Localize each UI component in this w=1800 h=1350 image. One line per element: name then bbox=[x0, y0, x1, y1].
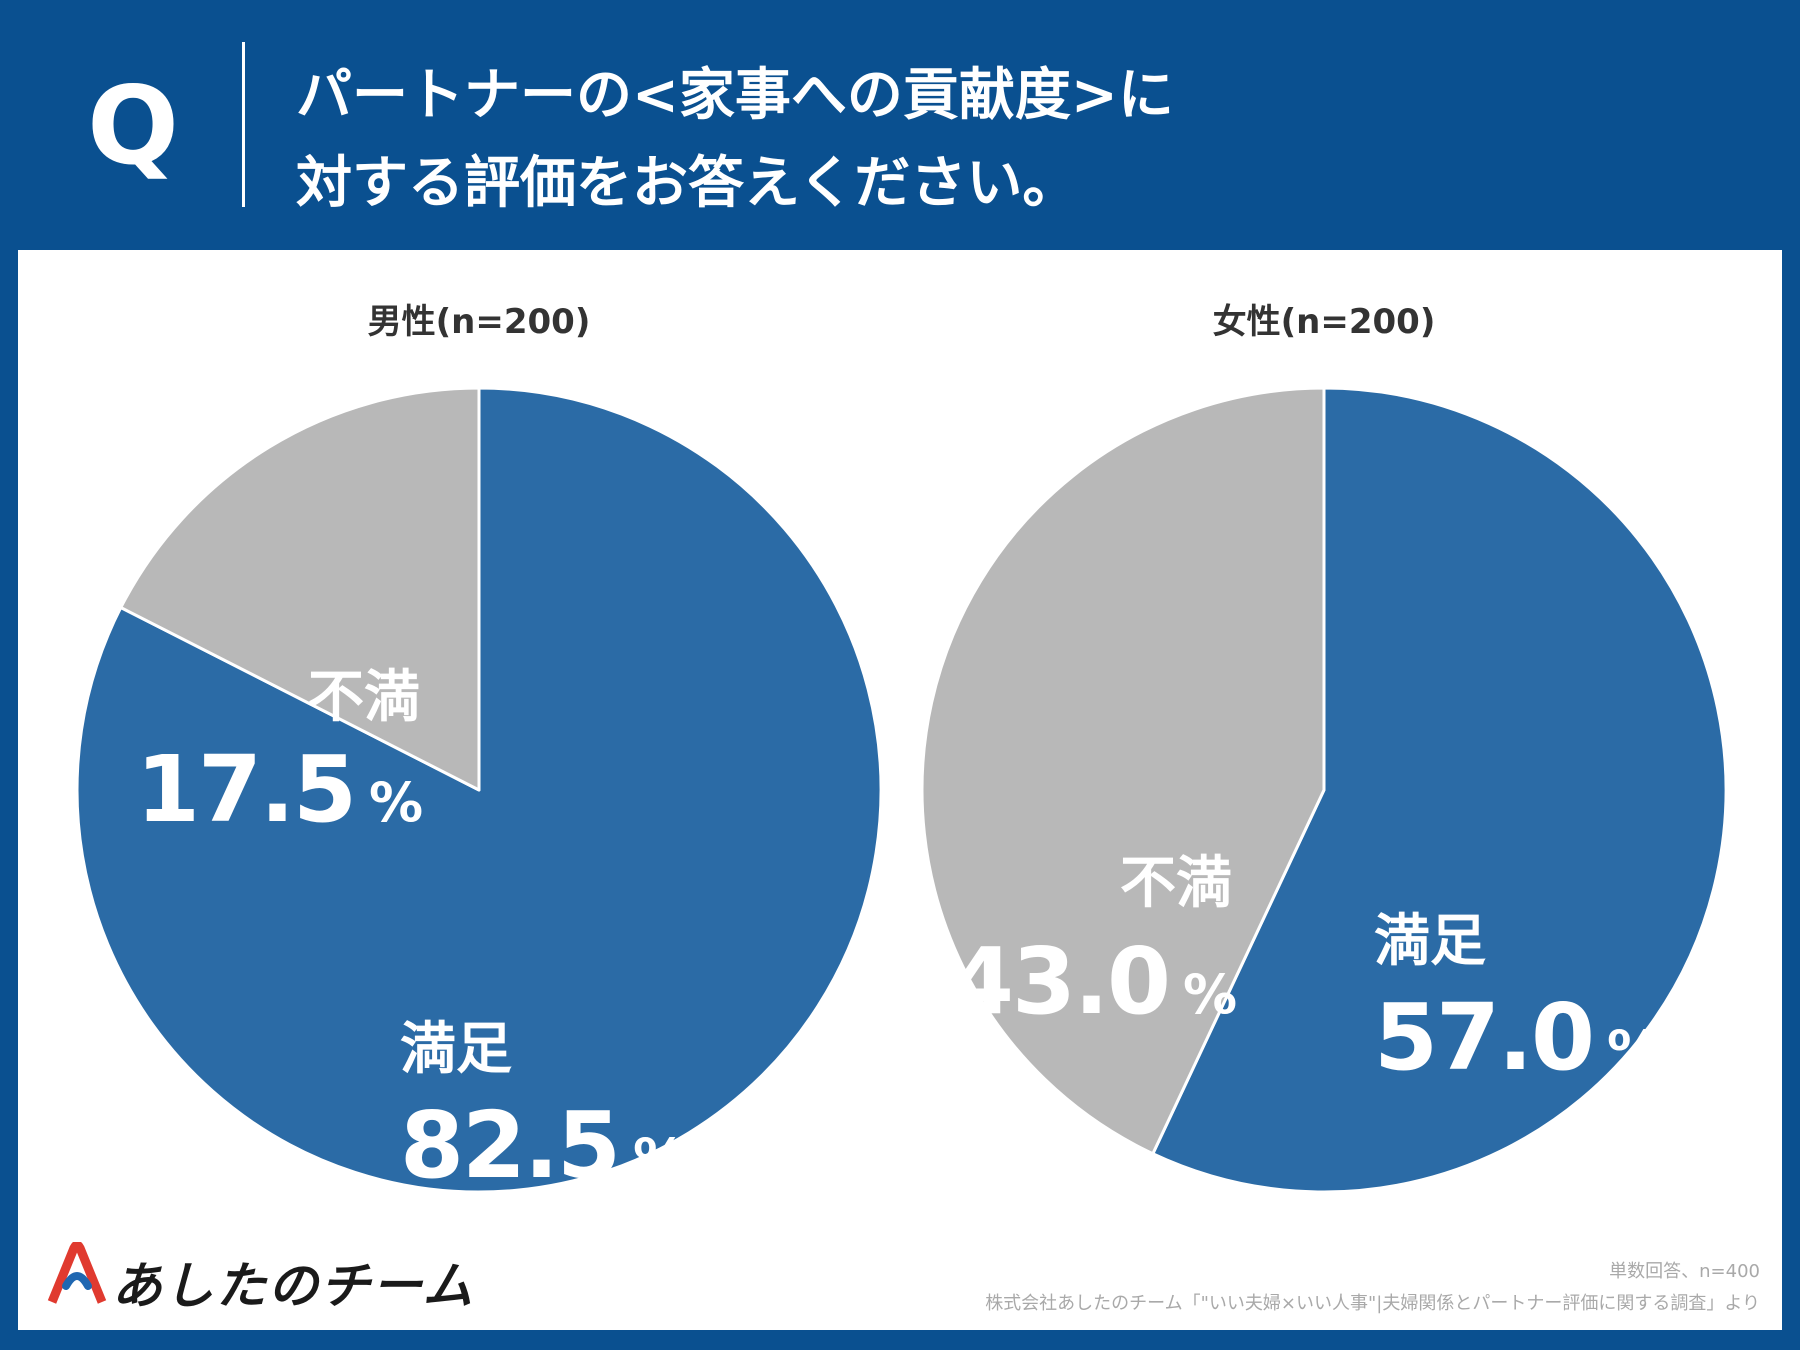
female-dissatisfied-label: 不満 bbox=[1120, 851, 1232, 916]
female-satisfied-label: 満足 bbox=[1374, 909, 1486, 974]
footnote-response-type: 単数回答、n=400 bbox=[1609, 1261, 1760, 1282]
male-satisfied-value: 82.5% bbox=[400, 1098, 687, 1207]
header-divider bbox=[242, 42, 245, 207]
female-satisfied-value: 57.0% bbox=[1374, 990, 1661, 1099]
female-satisfied-slice bbox=[1151, 386, 1728, 1194]
female-dissatisfied-number: 43.0 bbox=[950, 928, 1171, 1035]
male-dissatisfied-number: 17.5 bbox=[136, 736, 357, 843]
male-satisfied-label: 満足 bbox=[400, 1017, 512, 1082]
footnote-source: 株式会社あしたのチーム「"いい夫婦×いい人事"|夫婦関係とパートナー評価に関する… bbox=[985, 1293, 1760, 1314]
female-dissatisfied-slice bbox=[920, 386, 1326, 1156]
q-label: Q bbox=[87, 64, 179, 189]
pie-title-male: 男性(n=200) bbox=[367, 302, 591, 342]
logo-text: あしたのチーム bbox=[112, 1257, 475, 1315]
male-satisfied-unit: % bbox=[633, 1127, 688, 1190]
male-dissatisfied-unit: % bbox=[369, 771, 424, 834]
question-line-2: 対する評価をお答えください。 bbox=[296, 151, 1079, 216]
logo-icon bbox=[47, 1242, 107, 1304]
question-line-1: パートナーの<家事への貢献度>に bbox=[296, 63, 1174, 128]
female-dissatisfied-value: 43.0% bbox=[950, 934, 1237, 1043]
male-satisfied-number: 82.5 bbox=[400, 1092, 621, 1199]
male-dissatisfied-label: 不満 bbox=[308, 665, 420, 730]
male-dissatisfied-value: 17.5% bbox=[136, 742, 423, 851]
female-dissatisfied-unit: % bbox=[1183, 963, 1238, 1026]
female-satisfied-unit: % bbox=[1607, 1019, 1662, 1082]
male-dissatisfied-slice bbox=[119, 386, 481, 792]
chart-panel: 男性(n=200) 女性(n=200) 不満 17.5% 満足 82.5% 不満… bbox=[18, 250, 1782, 1330]
pie-title-female: 女性(n=200) bbox=[1212, 302, 1436, 342]
question-header: Q パートナーの<家事への貢献度>に 対する評価をお答えください。 bbox=[0, 0, 1800, 250]
question-text: パートナーの<家事への貢献度>に 対する評価をお答えください。 bbox=[296, 52, 1696, 228]
female-satisfied-number: 57.0 bbox=[1374, 984, 1595, 1091]
pie-charts bbox=[75, 386, 1728, 1194]
